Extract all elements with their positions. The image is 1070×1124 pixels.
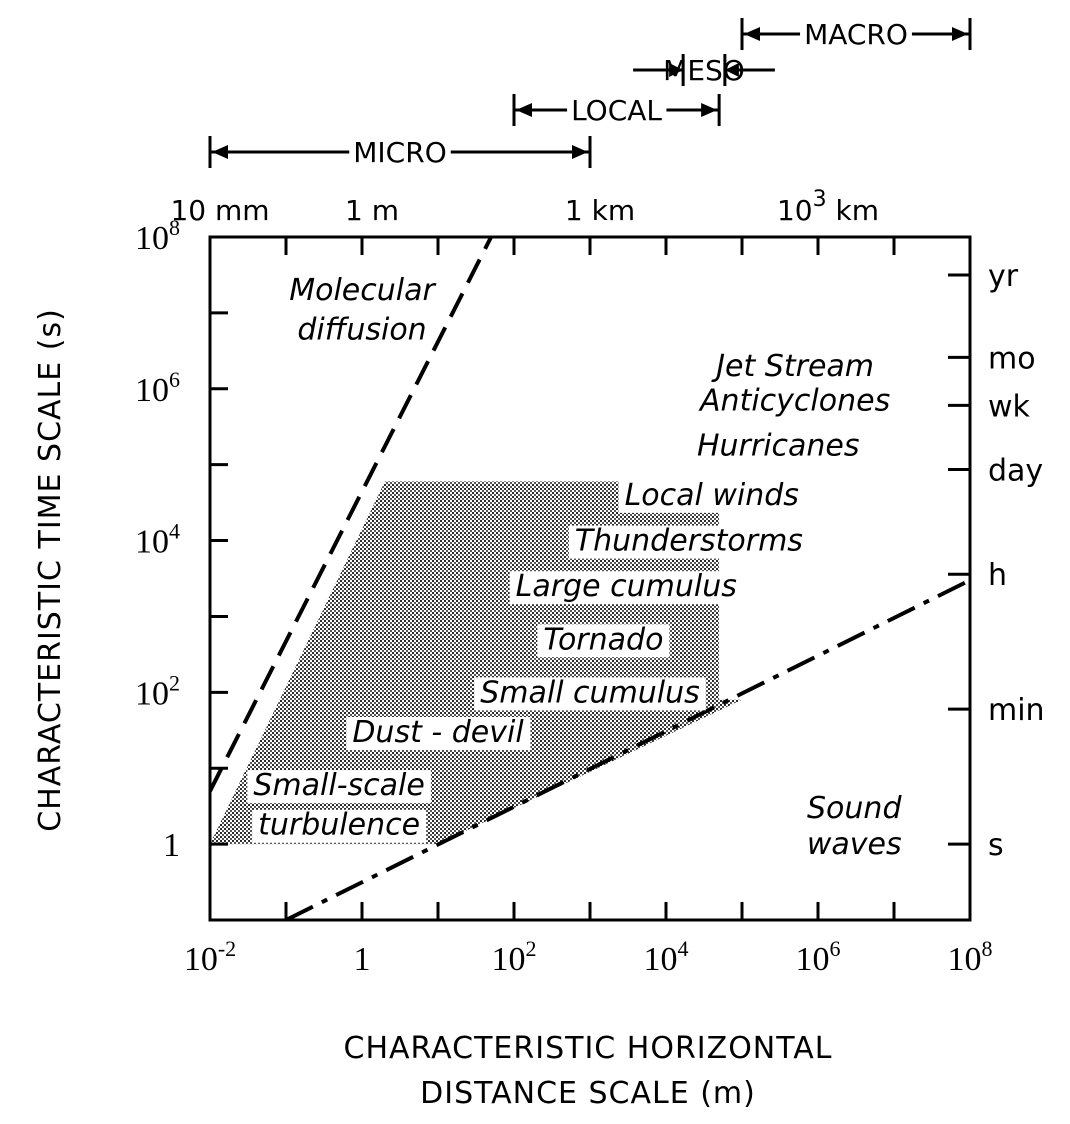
- annotation-label-bg: [537, 624, 670, 658]
- annotation-label: Jet Stream: [711, 349, 874, 384]
- top-axis-label: 103 km: [777, 187, 879, 227]
- annotation-label: Hurricanes: [697, 428, 860, 463]
- right-axis-label-mo: mo: [988, 341, 1036, 376]
- annotation-label: Small cumulus: [480, 675, 700, 710]
- range-label: MESO: [663, 54, 745, 87]
- range-arrow: [669, 63, 684, 77]
- range-label: MICRO: [353, 136, 446, 169]
- x-tick-label: 104: [644, 936, 689, 978]
- right-axis-label-day: day: [988, 453, 1043, 488]
- range-arrow: [516, 103, 532, 117]
- annotation-label-bg: [474, 677, 706, 711]
- right-axis-label-yr: yr: [988, 259, 1019, 294]
- annotation-label: waves: [807, 827, 902, 862]
- tick-marks-layer: [208, 235, 972, 922]
- annotation-label: Anticyclones: [698, 384, 890, 419]
- labels-layer: yr mo wk day h min s 10-2 1 102 104 106 108 1 102 104 10…: [135, 187, 1045, 978]
- annotation-label: diffusion: [297, 313, 426, 348]
- annotation-label: Molecular: [289, 273, 436, 308]
- scale-range-meso: MESO: [633, 54, 775, 87]
- range-label: LOCAL: [571, 94, 662, 127]
- range-label: MACRO: [804, 18, 908, 51]
- y-axis-title: CHARACTERISTIC TIME SCALE (s): [33, 308, 68, 832]
- x-axis-title-line-2: DISTANCE SCALE (m): [420, 1076, 756, 1111]
- right-axis-label-s: s: [988, 828, 1004, 863]
- annotation-label-bg: [252, 809, 427, 843]
- y-tick-label: 1: [163, 827, 180, 864]
- annotation-label: Local winds: [625, 478, 799, 513]
- top-axis-label: 1 km: [565, 194, 635, 227]
- annotation-label-bg: [247, 770, 431, 804]
- y-tick-label: 104: [135, 519, 180, 561]
- x-tick-label: 106: [796, 936, 841, 978]
- annotation-label: Dust - devil: [352, 715, 524, 750]
- x-tick-label: 1: [354, 941, 371, 978]
- range-arrow: [744, 27, 760, 41]
- x-axis-title-line-1: CHARACTERISTIC HORIZONTAL: [344, 1031, 833, 1066]
- annotation-label: turbulence: [258, 808, 420, 843]
- x-tick-label: 102: [492, 936, 537, 978]
- x-tick-label: 108: [948, 936, 993, 978]
- right-axis-label-h: h: [988, 558, 1007, 593]
- annotation-label-bg: [509, 571, 743, 605]
- range-arrow: [572, 145, 588, 159]
- range-arrow: [724, 63, 739, 77]
- range-arrow: [701, 103, 718, 117]
- right-axis-label-wk: wk: [988, 389, 1031, 424]
- annotation-label: Large cumulus: [516, 569, 737, 604]
- y-tick-label: 106: [135, 367, 180, 409]
- top-axis-label: 1 m: [345, 194, 399, 227]
- range-arrow: [952, 27, 968, 41]
- annotation-label: Sound: [807, 791, 902, 826]
- annotation-label: Tornado: [543, 622, 663, 657]
- scale-range-micro: MICRO: [208, 136, 592, 169]
- scale-range-macro: MACRO: [740, 18, 972, 51]
- annotation-label: Thunderstorms: [575, 524, 803, 559]
- annotation-label-bg: [618, 479, 805, 513]
- x-tick-label: 10-2: [184, 936, 236, 978]
- right-axis-label-min: min: [988, 693, 1045, 728]
- scale-range-local: LOCAL: [512, 94, 721, 127]
- series-line-1: [285, 578, 970, 920]
- annotation-label-bg: [346, 717, 531, 751]
- series-layer: [210, 237, 970, 920]
- series-line-0: [210, 237, 493, 793]
- range-arrow: [212, 145, 228, 159]
- annotation-label: Small-scale: [253, 768, 424, 803]
- top-axis-label: 10 mm: [170, 194, 269, 227]
- annotation-label-bg: [568, 525, 809, 559]
- y-tick-label: 102: [135, 670, 180, 712]
- y-tick-label: 108: [135, 215, 180, 257]
